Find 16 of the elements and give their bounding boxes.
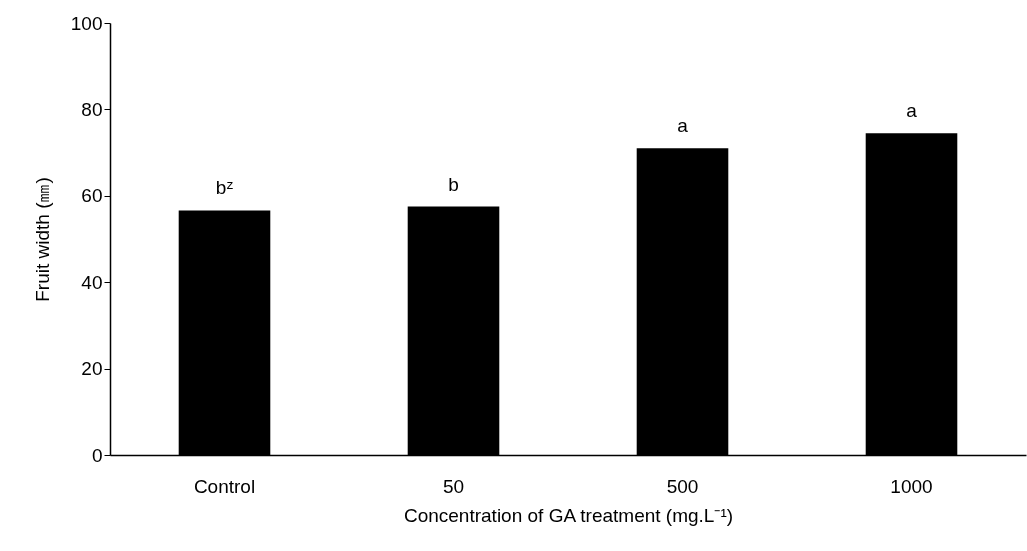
annotation: a bbox=[677, 115, 689, 137]
x-tick-label: 50 bbox=[442, 475, 465, 497]
y-tick-label: 20 bbox=[81, 358, 103, 380]
y-tick-label: 40 bbox=[81, 271, 103, 293]
annotation: b bbox=[448, 173, 459, 195]
x-axis-title: Concentration of GA treatment (mg.L⁻¹) bbox=[403, 504, 734, 526]
y-tick-label: 80 bbox=[81, 98, 103, 120]
x-tick-label: 500 bbox=[666, 475, 699, 497]
x-tick-label: Control bbox=[193, 475, 256, 497]
x-tick-label: 1000 bbox=[890, 475, 933, 497]
y-tick-label: 0 bbox=[91, 444, 103, 466]
annotation: a bbox=[906, 100, 918, 122]
annotation: bᶻ bbox=[215, 177, 234, 199]
y-axis-title: Fruit width (㎜) bbox=[31, 177, 53, 302]
y-tick-label: 60 bbox=[81, 185, 103, 207]
y-tick-label: 100 bbox=[70, 12, 103, 34]
